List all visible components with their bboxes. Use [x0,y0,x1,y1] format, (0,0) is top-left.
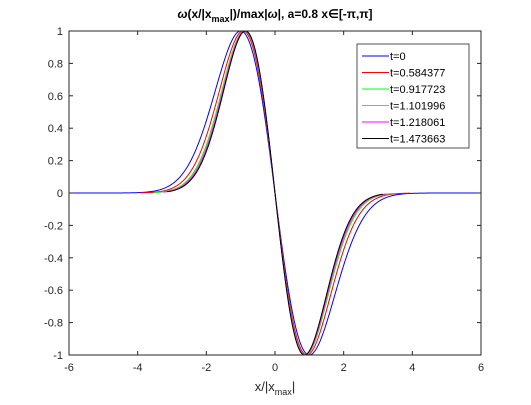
y-tick-label: -1 [53,350,63,362]
x-tick-label: -2 [201,362,211,374]
y-tick-label: -0.2 [44,220,63,232]
legend-label: t=0 [390,51,406,63]
legend-label: t=0.917723 [390,84,445,96]
y-tick-label: 0.6 [48,91,63,103]
title-max-sub: max [212,14,230,24]
x-tick-label: 2 [341,362,347,374]
legend-label: t=1.473663 [390,134,445,146]
y-tick-label: 0.4 [48,123,63,135]
title-end: |, a=0.8 x [278,7,329,21]
y-tick-label: 0 [57,188,63,200]
y-tick-label: -0.4 [44,253,63,265]
title-omega: ω [177,7,187,21]
x-tick-label: 6 [478,362,484,374]
title-xover: (x/|x [188,7,212,21]
legend-box [356,43,470,149]
y-axis: -1 -0.8 -0.6 -0.4 -0.2 0 0.2 0.4 0.6 0.8 1 [44,26,481,362]
x-tick-label: -4 [133,362,143,374]
x-axis-label: x/|xmax| [255,379,295,397]
title-elem: ∈ [328,7,339,21]
legend: t=0 t=0.584377 t=0.917723 t=1.101996 t=1.218… [356,43,470,149]
xlabel-end: | [292,379,295,394]
series-line-5 [167,31,383,355]
y-tick-label: 0.2 [48,156,63,168]
y-tick-label: -0.8 [44,318,63,330]
title-mid: |)/max| [230,7,268,21]
xlabel-sub: max [275,387,293,397]
title-range: [-π,π] [339,7,373,21]
series-layer [69,31,481,355]
y-tick-label: 0.8 [48,58,63,70]
legend-label: t=0.584377 [390,68,445,80]
xlabel-main: x/|x [255,379,275,394]
legend-label: t=1.101996 [390,101,445,113]
x-tick-label: 0 [272,362,278,374]
x-axis: -6 -4 -2 0 2 4 6 [64,31,484,374]
title-omega2: ω [268,7,278,21]
y-tick-label: -0.6 [44,285,63,297]
y-tick-label: 1 [57,26,63,38]
x-tick-label: -6 [64,362,74,374]
legend-label: t=1.218061 [390,117,445,129]
chart-title: ω(x/|xmax|)/max|ω|, a=0.8 x∈[-π,π] [177,7,372,24]
x-tick-label: 4 [409,362,415,374]
